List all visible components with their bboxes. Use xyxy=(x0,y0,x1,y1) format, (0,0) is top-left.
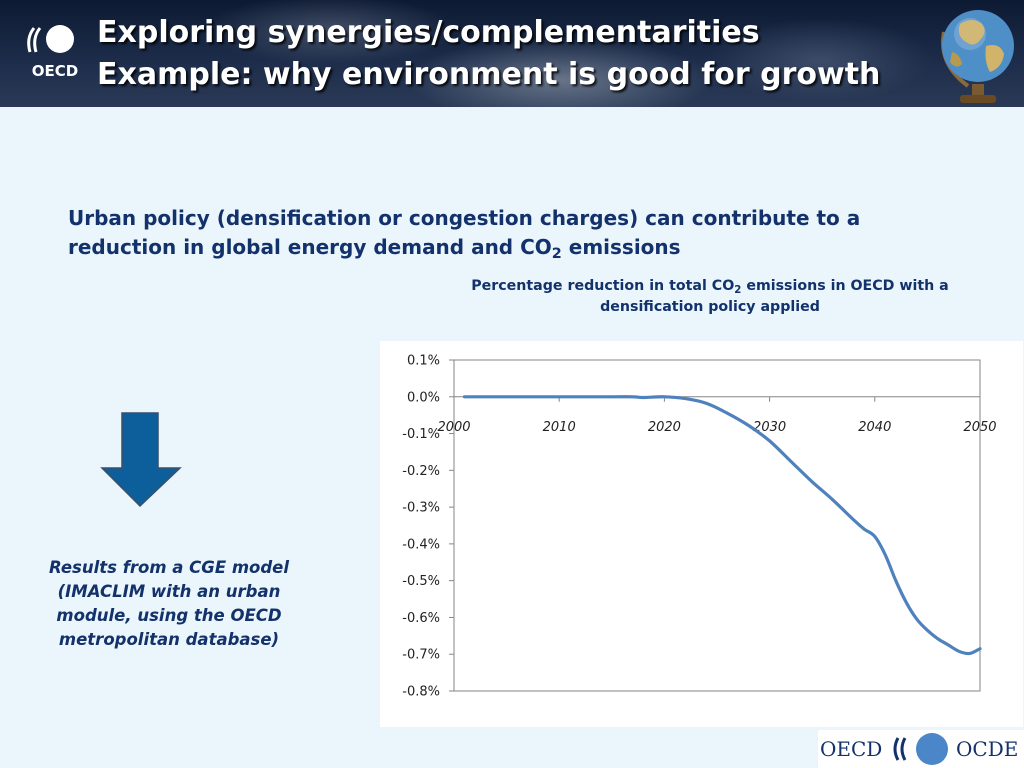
chart-title: Percentage reduction in total CO2 emissi… xyxy=(430,276,990,318)
footer-circle-icon xyxy=(916,733,948,765)
footer-left-text: OECD xyxy=(820,737,882,761)
chart-title-text-end: emissions in OECD with a densification p… xyxy=(600,278,949,315)
title-line-1: Exploring synergies/complementarities xyxy=(97,15,760,50)
chart-area: 0.1% 0.0% -0.1% -0.2% -0.3% -0.4% -0.5% -0.6% -0… xyxy=(380,341,1023,727)
y-tick-label: -0.8% xyxy=(402,685,440,700)
y-tick-label: -0.1% xyxy=(402,427,440,442)
y-tick-label: -0.3% xyxy=(402,501,440,516)
chart-title-text: Percentage reduction in total CO xyxy=(471,278,735,294)
down-arrow-icon xyxy=(100,412,182,508)
y-tick-label: -0.5% xyxy=(402,574,440,589)
y-tick-label: -0.7% xyxy=(402,648,440,663)
globe-icon xyxy=(941,10,1014,103)
series-line xyxy=(462,395,982,656)
y-tick-label: -0.6% xyxy=(402,611,440,626)
x-tick-label: 2020 xyxy=(648,420,681,435)
y-tick-label: 0.0% xyxy=(407,390,440,405)
oecd-logo: OECD xyxy=(27,25,78,80)
x-tick-label: 2050 xyxy=(963,420,996,435)
line-chart: 0.1% 0.0% -0.1% -0.2% -0.3% -0.4% -0.5% -0.6% -0… xyxy=(402,354,996,700)
footer-arc-icon xyxy=(900,737,907,761)
x-tick-label: 2010 xyxy=(543,420,576,435)
y-tick-label: -0.2% xyxy=(402,464,440,479)
footer-oecd-logo: OECD OCDE xyxy=(818,730,1024,768)
page-title: Exploring synergies/complementarities Ex… xyxy=(97,12,880,96)
logo-arc-icon xyxy=(33,27,42,53)
logo-text: OECD xyxy=(32,62,78,80)
x-tick-label: 2000 xyxy=(437,420,470,435)
footer-arc-icon xyxy=(893,737,900,761)
results-note: Results from a CGE model (IMACLIM with a… xyxy=(48,558,290,649)
subtitle-text-end: emissions xyxy=(561,235,681,259)
slide-subtitle: Urban policy (densification or congestio… xyxy=(68,204,948,262)
x-tick-label: 2040 xyxy=(858,420,891,435)
subtitle-subscript: 2 xyxy=(551,246,562,263)
logo-circle-icon xyxy=(46,25,74,53)
title-line-2: Example: why environment is good for gro… xyxy=(97,57,881,92)
y-tick-label: 0.1% xyxy=(407,354,440,369)
logo-arc-icon xyxy=(27,27,36,53)
header-banner: OECD Exploring synergies/complementariti… xyxy=(0,0,1024,107)
plot-frame xyxy=(453,359,981,692)
x-tick-label: 2030 xyxy=(753,420,786,435)
chart-title-subscript: 2 xyxy=(734,284,742,296)
subtitle-text: Urban policy (densification or congestio… xyxy=(68,206,861,259)
y-tick-label: -0.4% xyxy=(402,537,440,552)
footer-right-text: OCDE xyxy=(956,737,1018,761)
